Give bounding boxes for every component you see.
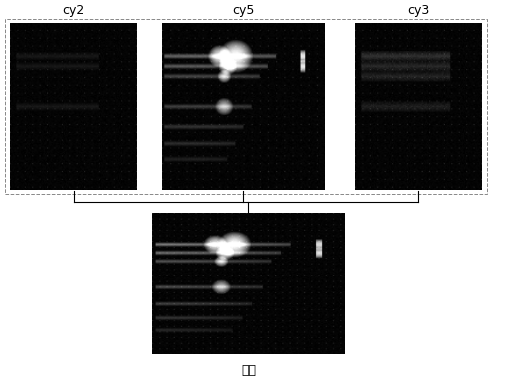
Text: cy2: cy2: [62, 4, 85, 17]
Bar: [5, 19, 487, 194]
Text: cy5: cy5: [232, 4, 255, 17]
Text: 重叠: 重叠: [241, 364, 256, 377]
Text: cy3: cy3: [407, 4, 429, 17]
